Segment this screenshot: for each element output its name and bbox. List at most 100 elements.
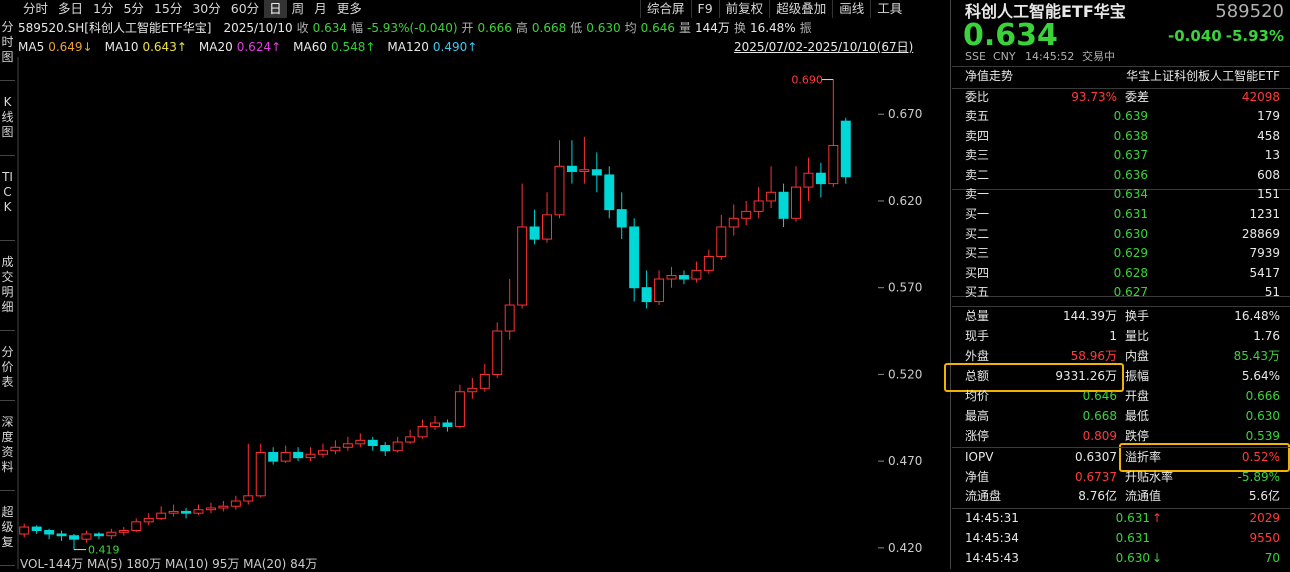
panel-text: 振幅 xyxy=(1125,369,1150,383)
panel-text: 14:45:52 xyxy=(1025,50,1075,63)
panel-text: -5.89% xyxy=(1237,469,1280,484)
ma-value: 0.649↓ xyxy=(48,40,93,54)
candle-body xyxy=(691,269,702,280)
panel-text: 0.631 xyxy=(1115,511,1150,525)
period-tab[interactable]: 多日 xyxy=(58,1,84,16)
panel-text: 0.639 xyxy=(1113,109,1148,123)
candle-body xyxy=(542,214,553,240)
panel-text: 16.48% xyxy=(1234,309,1280,323)
candle-body xyxy=(728,217,739,228)
panel-text: 0.630 xyxy=(1113,226,1148,241)
panel-text: ↑ xyxy=(1152,511,1163,525)
ma-name: MA60 xyxy=(293,40,327,54)
panel-text: 总量 xyxy=(965,309,990,323)
period-tab[interactable]: 日 xyxy=(264,0,287,18)
info-row: 589520.SH[科创人工智能ETF华宝] 2025/10/10 收 0.634 幅 -… xyxy=(18,19,812,37)
panel-text: 外盘 xyxy=(965,349,990,363)
period-tab[interactable]: 分时 xyxy=(23,1,49,16)
candle-body xyxy=(168,510,179,514)
panel-text: 5.64% xyxy=(1241,369,1280,383)
panel-text: 0.809 xyxy=(1082,429,1117,443)
panel-text: 0.637 xyxy=(1113,148,1148,162)
panel-text: 买一 xyxy=(965,207,990,221)
candle-body xyxy=(405,436,416,443)
panel-text: ↓ xyxy=(1152,551,1163,565)
panel-text: 0.52% xyxy=(1241,450,1280,464)
y-tick-label: 0.420 xyxy=(888,541,922,555)
panel-text: 0.629 xyxy=(1113,246,1148,260)
panel-text: 9550 xyxy=(1249,531,1280,545)
candle-body xyxy=(778,191,789,219)
side-tab[interactable]: K线图 xyxy=(0,95,15,156)
tool-tab[interactable]: 画线 xyxy=(832,0,870,18)
period-tab[interactable]: 1分 xyxy=(93,1,114,16)
tool-tab[interactable]: 超级叠加 xyxy=(769,0,832,18)
candle-body xyxy=(317,450,328,455)
candle-body xyxy=(19,526,30,535)
candle-body xyxy=(517,226,528,306)
tool-tab[interactable]: 综合屏 xyxy=(640,0,691,18)
candle-body xyxy=(579,169,590,172)
candle-body xyxy=(753,200,764,212)
candle-body xyxy=(392,441,403,452)
panel-text: 14:45:31 xyxy=(965,511,1019,525)
panel-text: 0.627 xyxy=(1113,285,1148,299)
candle-body xyxy=(44,530,55,535)
info-item: 0.646 xyxy=(640,21,676,35)
period-tab[interactable]: 月 xyxy=(314,1,327,16)
panel-text: 买五 xyxy=(965,285,990,299)
volume-line: VOL-144万 MA(5) 180万 MA(10) 95万 MA(20) 84… xyxy=(20,557,318,571)
panel-text: 0.646 xyxy=(1082,389,1117,403)
panel-text: 卖五 xyxy=(965,109,990,123)
ma-value: 0.624↑ xyxy=(236,40,282,54)
side-tab[interactable]: 超级复 xyxy=(0,505,15,566)
candle-body xyxy=(479,373,490,389)
panel-text: 买二 xyxy=(965,226,990,241)
candle-body xyxy=(156,512,167,519)
side-tab[interactable]: 分时图 xyxy=(0,20,15,81)
side-tab[interactable]: 深度资料 xyxy=(0,415,15,491)
side-tab[interactable]: TICK xyxy=(0,170,15,241)
period-tab[interactable]: 周 xyxy=(291,1,305,16)
info-item: 低 xyxy=(570,21,583,35)
candle-body xyxy=(380,445,391,452)
candle-body xyxy=(654,278,665,303)
period-tab[interactable]: 60分 xyxy=(230,1,260,16)
panel-text: -0.040 xyxy=(1168,27,1222,45)
candle-body xyxy=(93,533,104,537)
panel-text: 1.76 xyxy=(1253,329,1280,343)
tool-tab[interactable]: 工具 xyxy=(870,0,908,18)
candle-body xyxy=(666,275,677,280)
panel-text: 0.668 xyxy=(1082,409,1117,423)
panel-text: 14:45:43 xyxy=(965,551,1019,565)
panel-text: 0.630 xyxy=(1115,551,1150,565)
period-tab[interactable]: 5分 xyxy=(123,1,144,16)
panel-text: 7939 xyxy=(1249,246,1280,260)
period-tab[interactable]: 更多 xyxy=(336,1,362,16)
panel-text: 0.539 xyxy=(1245,429,1280,443)
candle-body xyxy=(230,500,241,507)
ma-name: MA120 xyxy=(387,40,429,54)
candle-body xyxy=(181,510,192,514)
panel-text: SSE xyxy=(965,50,986,63)
separator xyxy=(952,508,1290,509)
period-tab[interactable]: 15分 xyxy=(153,1,183,16)
panel-text: 85.43万 xyxy=(1233,349,1280,363)
side-tab[interactable]: 成交明细 xyxy=(0,255,15,331)
tool-tab[interactable]: 前复权 xyxy=(718,0,770,18)
panel-text: 5.6亿 xyxy=(1248,489,1280,503)
side-tab[interactable]: 分价表 xyxy=(0,345,15,401)
period-tab[interactable]: 30分 xyxy=(192,1,221,16)
panel-text: 0.6307 xyxy=(1075,450,1117,464)
tool-tab[interactable]: F9 xyxy=(690,0,719,18)
panel-text: 0.631 xyxy=(1115,531,1150,545)
panel-text: 589520 xyxy=(1215,1,1284,22)
candle-body xyxy=(566,165,577,172)
y-tick-label: 0.620 xyxy=(888,194,922,208)
panel-text: 1231 xyxy=(1249,207,1280,221)
panel-text: 8.76亿 xyxy=(1078,489,1117,503)
panel-text: 5417 xyxy=(1249,265,1280,280)
candle-body xyxy=(31,526,42,532)
panel-text: 0.634 xyxy=(963,18,1058,53)
period-tabs: 分时 多日 1分 5分 15分 30分 60分日周月更多 xyxy=(18,0,367,18)
